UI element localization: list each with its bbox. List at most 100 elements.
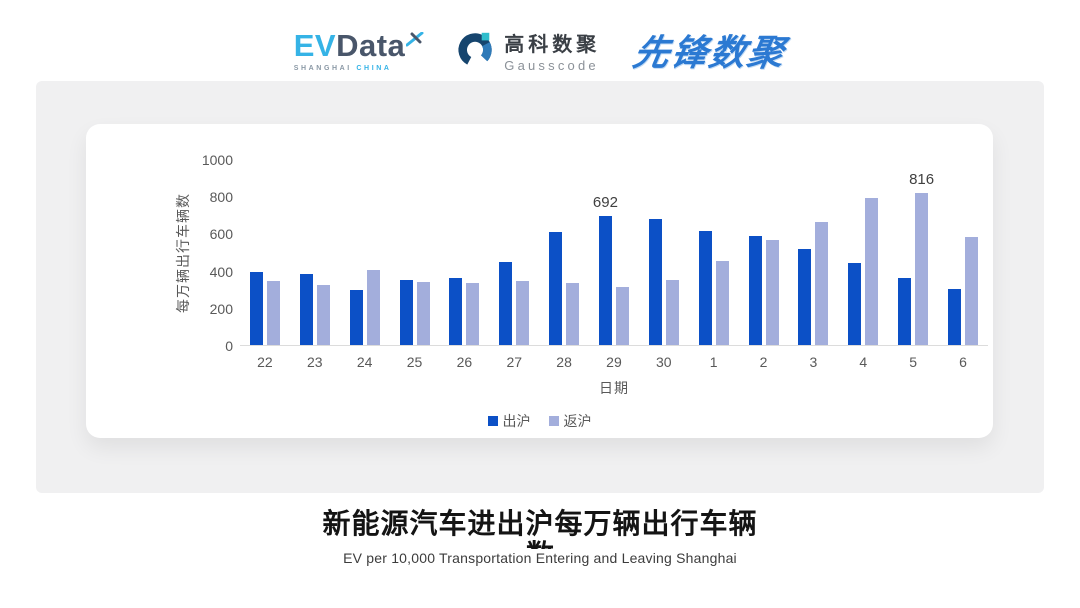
x-tick-label: 5 xyxy=(909,354,917,370)
bar-group: 692 xyxy=(593,160,629,345)
bar-outbound xyxy=(848,262,862,345)
page-subtitle: EV per 10,000 Transportation Entering an… xyxy=(343,550,737,566)
bar-outbound xyxy=(349,290,363,345)
bar-outbound xyxy=(898,278,912,345)
bar-return xyxy=(865,198,879,345)
footer: 新能源汽车进出沪每万辆出行车辆 数 EV per 10,000 Transpor… xyxy=(0,508,1080,566)
bar-group xyxy=(549,160,580,345)
y-tick-label: 1000 xyxy=(201,152,233,168)
bar-group xyxy=(798,160,829,345)
x-tick-row: 22 23 24 25 26 27 28 29 30 1 2 3 4 5 6 xyxy=(240,354,988,370)
evdata-shanghai-text: SHANGHAI xyxy=(293,65,352,72)
bar-outbound: 692 xyxy=(593,194,618,345)
bar-group xyxy=(748,160,779,345)
evdata-wordmark: EV Data xyxy=(294,28,424,64)
x-axis-title: 日期 xyxy=(599,380,629,396)
y-tick-label: 0 xyxy=(225,338,233,354)
bar-group xyxy=(947,160,978,345)
bar-return xyxy=(765,240,779,345)
bar-outbound xyxy=(299,274,313,345)
x-tick-label: 4 xyxy=(859,354,868,370)
bar-group: 816 xyxy=(898,160,934,345)
chart-card: 每万辆出行车辆数 692 816 22 23 24 25 26 27 28 29 30 1 2 3 4 5 6… xyxy=(86,124,993,438)
legend-item: 返沪 xyxy=(548,411,592,431)
y-tick-label: 800 xyxy=(209,189,233,206)
page-title-wrapped: 数 xyxy=(0,540,1080,549)
gausscode-en-text: Gausscode xyxy=(504,57,599,73)
bar-return: 816 xyxy=(909,171,934,345)
bar-outbound xyxy=(947,288,961,345)
x-tick-label: 25 xyxy=(406,354,423,370)
evdata-x-icon xyxy=(405,31,424,52)
evdata-subtext: SHANGHAI CHINA xyxy=(294,65,424,72)
gausscode-cn-text: 高科数聚 xyxy=(504,33,601,56)
x-tick-label: 6 xyxy=(959,354,967,370)
bar-return xyxy=(416,281,430,345)
bar-outbound xyxy=(449,277,463,345)
y-tick-label: 600 xyxy=(209,226,233,243)
bar-group xyxy=(648,160,679,345)
bar-return xyxy=(466,282,480,345)
evdata-data-text: Data xyxy=(336,28,406,63)
plot-area: 692 816 xyxy=(240,160,988,346)
bar-outbound xyxy=(249,272,263,345)
y-axis-title: 每万辆出行车辆数 xyxy=(175,193,191,313)
bar-return xyxy=(366,270,380,345)
bar-group xyxy=(698,160,729,345)
bar-return xyxy=(615,286,629,345)
bar-group xyxy=(848,160,879,345)
value-label: 816 xyxy=(909,171,935,189)
bar-outbound xyxy=(549,231,563,345)
evdata-china-text: CHINA xyxy=(356,65,392,72)
evdata-ev-text: EV xyxy=(293,28,337,63)
gausscode-texts: 高科数聚 Gausscode xyxy=(504,28,600,73)
bar-outbound xyxy=(748,236,762,345)
bar-return xyxy=(566,282,580,345)
legend-item: 出沪 xyxy=(487,411,531,431)
value-label: 692 xyxy=(592,194,618,212)
panel: 每万辆出行车辆数 692 816 22 23 24 25 26 27 28 29 30 1 2 3 4 5 6… xyxy=(36,81,1044,493)
bar-return xyxy=(665,279,679,345)
legend-label: 出沪 xyxy=(502,413,531,429)
bar-group xyxy=(249,160,280,345)
bar-outbound xyxy=(798,249,812,345)
x-tick-label: 27 xyxy=(506,354,523,370)
legend: 出沪 返沪 xyxy=(86,411,993,431)
bar-return xyxy=(964,236,978,345)
bar-outbound xyxy=(499,261,513,345)
bar-chart: 每万辆出行车辆数 692 816 22 23 24 25 26 27 28 29 30 1 2 3 4 5 6… xyxy=(86,124,993,438)
x-tick-label: 3 xyxy=(809,354,818,370)
x-tick-label: 24 xyxy=(356,354,373,370)
legend-swatch xyxy=(548,416,559,426)
x-tick-label: 28 xyxy=(556,354,572,370)
bar-return xyxy=(266,281,280,345)
bar-group xyxy=(499,160,530,345)
evdata-logo: EV Data SHANGHAI CHINA xyxy=(294,28,424,72)
x-tick-label: 23 xyxy=(307,354,323,370)
y-tick-label: 200 xyxy=(209,300,233,317)
gausscode-logo: 高科数聚 Gausscode xyxy=(457,28,600,73)
header: EV Data SHANGHAI CHINA 高科数聚 Gausscode xyxy=(0,0,1080,78)
bar-outbound xyxy=(698,231,712,345)
y-tick-label: 400 xyxy=(209,263,233,280)
bar-return xyxy=(815,222,829,345)
x-tick-label: 29 xyxy=(606,354,622,370)
x-tick-label: 30 xyxy=(656,354,672,370)
bar-group xyxy=(299,160,330,345)
legend-swatch xyxy=(487,416,498,426)
x-tick-label: 1 xyxy=(709,354,718,370)
bar-outbound xyxy=(648,218,662,345)
x-tick-label: 2 xyxy=(759,354,768,370)
bar-outbound xyxy=(399,280,413,345)
x-tick-label: 26 xyxy=(456,354,473,370)
bar-return xyxy=(715,261,729,345)
bar-group xyxy=(399,160,430,345)
bar-return xyxy=(316,284,330,345)
x-tick-label: 22 xyxy=(257,354,273,370)
legend-label: 返沪 xyxy=(563,413,592,429)
bar-group xyxy=(449,160,480,345)
page-title: 新能源汽车进出沪每万辆出行车辆 xyxy=(322,508,758,539)
bar-group xyxy=(349,160,380,345)
bar-return xyxy=(516,281,530,345)
pioneer-logo: 先锋数聚 xyxy=(630,32,790,73)
